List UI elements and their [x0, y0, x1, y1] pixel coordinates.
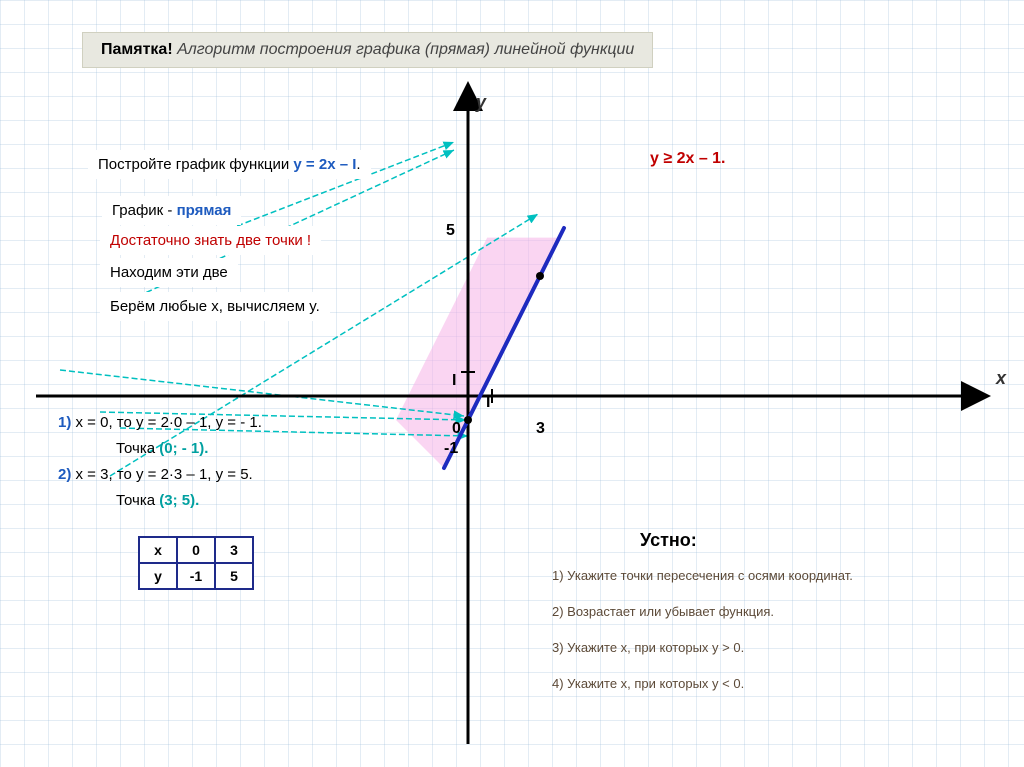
calc-point-1: Точка (0; - 1). — [116, 440, 208, 457]
note-two-points: Достаточно знать две точки ! — [100, 226, 321, 255]
question-item: 4) Укажите x, при которых y < 0. — [552, 676, 744, 691]
table-cell: 3 — [215, 537, 253, 563]
region-inequality-label: y ≥ 2x – 1. — [650, 150, 726, 168]
table-cell: 5 — [215, 563, 253, 589]
table-cell: 0 — [177, 537, 215, 563]
tick-y-1: I — [452, 372, 456, 390]
note-take-x: Берём любые x, вычисляем y. — [100, 292, 330, 321]
title-banner: Памятка! Алгоритм построения графика (пр… — [82, 32, 653, 68]
table-cell: -1 — [177, 563, 215, 589]
x-axis-label: x — [996, 368, 1006, 389]
points-table: x03 y-15 — [138, 536, 254, 590]
question-item: 2) Возрастает или убывает функция. — [552, 604, 774, 619]
instruction-build: Постройте график функции y = 2x – I. — [88, 150, 371, 179]
question-item: 1) Укажите точки пересечения с осями коо… — [552, 568, 853, 583]
origin-label: 0 — [452, 420, 461, 438]
calc-step-2: 2) x = 3, то y = 2·3 – 1, y = 5. — [58, 466, 253, 483]
slide-container: Памятка! Алгоритм построения графика (пр… — [0, 0, 1024, 767]
calc-step-1: 1) x = 0, то y = 2·0 – 1, y = - 1. — [58, 414, 262, 431]
question-item: 3) Укажите x, при которых y > 0. — [552, 640, 744, 655]
y-axis-label: y — [476, 92, 486, 113]
tick-y-neg1: -1 — [444, 440, 458, 458]
calc-point-2: Точка (3; 5). — [116, 492, 199, 509]
tick-y-5: 5 — [446, 222, 455, 240]
chart-overlay — [0, 0, 1024, 767]
table-cell: y — [139, 563, 177, 589]
questions-title: Устно: — [640, 530, 697, 551]
tick-x-3: 3 — [536, 420, 545, 438]
note-find: Находим эти две — [100, 258, 238, 287]
note-line: График - прямая — [102, 196, 241, 225]
table-cell: x — [139, 537, 177, 563]
tick-x-1: I — [486, 394, 490, 412]
